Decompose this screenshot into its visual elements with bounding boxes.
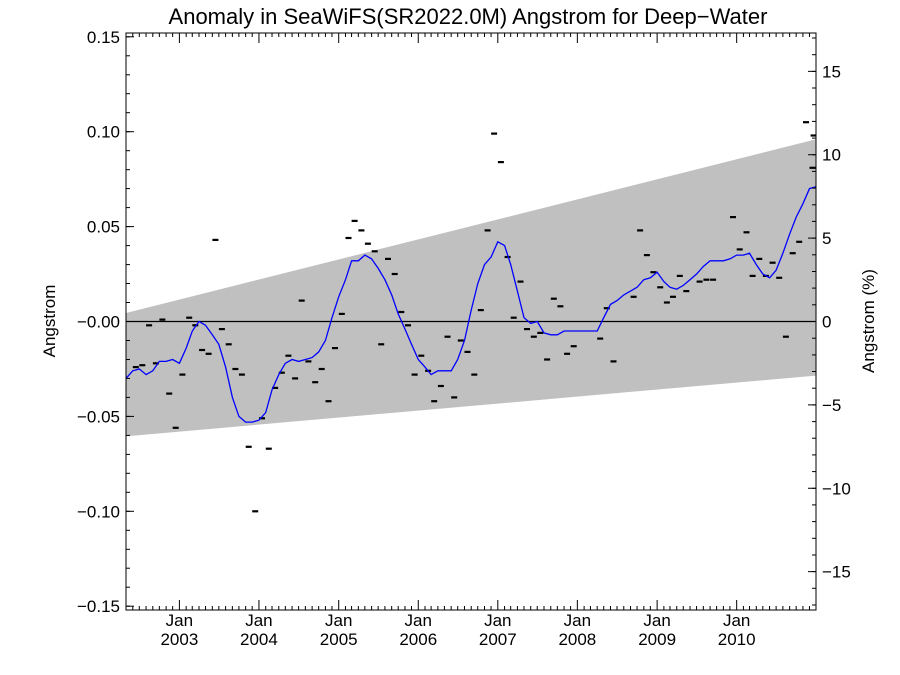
y-left-tick-label: 0.10 <box>87 123 120 142</box>
x-tick-year-label: 2004 <box>240 630 278 649</box>
y-axis-right-labels: −15 −10 −5 0 5 10 15 <box>822 62 851 581</box>
x-tick-year-label: 2010 <box>718 630 756 649</box>
x-tick-month-label: Jan <box>405 611 432 630</box>
plot-frame <box>125 32 817 611</box>
y-left-tick-label: −0.15 <box>77 597 120 616</box>
y-left-tick-label: −0.05 <box>77 407 120 426</box>
x-tick-month-label: Jan <box>245 611 272 630</box>
x-tick-month-label: Jan <box>325 611 352 630</box>
y-axis-left-labels: −0.15 −0.10 −0.05 −0.00 0.05 0.10 0.15 <box>77 28 120 616</box>
plot-area <box>126 121 816 513</box>
x-tick-year-label: 2003 <box>160 630 198 649</box>
x-tick-month-label: Jan <box>723 611 750 630</box>
y-right-tick-label: 5 <box>822 229 831 248</box>
y-left-tick-label: −0.00 <box>77 313 120 332</box>
y-right-tick-label: −15 <box>822 563 851 582</box>
x-tick-month-label: Jan <box>564 611 591 630</box>
x-tick-year-label: 2008 <box>558 630 596 649</box>
smoothed-series-line <box>126 186 816 423</box>
x-axis-labels: Jan2003Jan2004Jan2005Jan2006Jan2007Jan20… <box>160 611 755 649</box>
x-tick-year-label: 2009 <box>638 630 676 649</box>
y-right-tick-label: 10 <box>822 146 841 165</box>
y-left-tick-label: −0.10 <box>77 502 120 521</box>
y-left-tick-label: 0.15 <box>87 28 120 47</box>
x-tick-year-label: 2007 <box>479 630 517 649</box>
x-tick-month-label: Jan <box>166 611 193 630</box>
y-axis-right-title: Angstrom (%) <box>859 269 878 373</box>
y-right-tick-label: 0 <box>822 313 831 332</box>
x-tick-month-label: Jan <box>484 611 511 630</box>
trend-envelope-band <box>126 139 816 437</box>
y-right-tick-label: 15 <box>822 62 841 81</box>
x-tick-month-label: Jan <box>643 611 670 630</box>
y-left-tick-label: 0.05 <box>87 218 120 237</box>
y-axis-left-title: Angstrom <box>40 285 59 358</box>
axis-ticks <box>125 33 816 610</box>
y-right-tick-label: −10 <box>822 479 851 498</box>
y-right-tick-label: −5 <box>822 396 841 415</box>
chart-title: Anomaly in SeaWiFS(SR2022.0M) Angstrom f… <box>169 4 768 29</box>
x-tick-year-label: 2006 <box>399 630 437 649</box>
x-tick-year-label: 2005 <box>320 630 358 649</box>
